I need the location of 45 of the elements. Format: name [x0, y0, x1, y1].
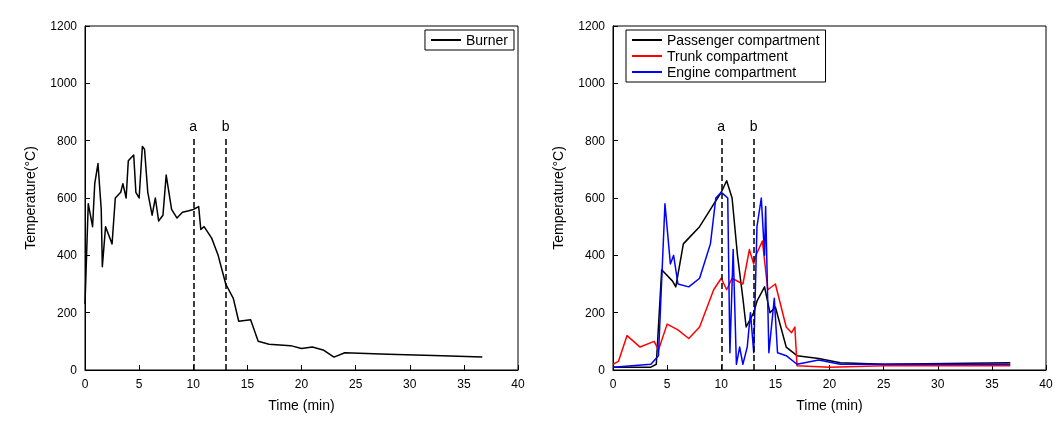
y-tick-label: 1200 — [578, 19, 606, 33]
x-tick-label: 5 — [135, 377, 143, 391]
y-tick-label: 800 — [584, 133, 606, 148]
ref-line-label: b — [749, 117, 758, 134]
x-tick-label: 40 — [511, 377, 525, 391]
x-tick-label: 0 — [81, 377, 89, 391]
y-axis-title: Temperature(°C) — [550, 146, 566, 250]
x-tick-label: 40 — [1039, 377, 1053, 391]
ref-line-label: a — [717, 117, 726, 134]
y-tick-label: 600 — [56, 191, 78, 205]
x-tick-label: 35 — [457, 377, 471, 391]
x-tick-label: 15 — [768, 377, 783, 391]
x-tick-label: 15 — [240, 377, 255, 391]
x-tick-label: 5 — [663, 377, 671, 391]
y-tick-label: 200 — [584, 305, 606, 320]
x-tick-label: 30 — [931, 377, 945, 391]
x-tick-label: 0 — [609, 377, 617, 391]
y-tick-label: 600 — [584, 191, 606, 205]
y-tick-label: 800 — [56, 133, 78, 148]
y-tick-label: 0 — [598, 363, 606, 377]
y-tick-label: 200 — [56, 305, 78, 320]
ref-line-label: b — [221, 117, 230, 134]
x-tick-label: 10 — [714, 377, 729, 391]
x-tick-label: 10 — [186, 377, 201, 391]
y-tick-label: 400 — [56, 248, 78, 263]
ref-line-label: a — [189, 117, 198, 134]
x-axis-title: Time (min) — [796, 397, 863, 413]
legend-label: Engine compartment — [667, 64, 797, 80]
y-tick-label: 1000 — [50, 76, 78, 91]
x-tick-label: 30 — [403, 377, 417, 391]
legend-label: Passenger compartment — [667, 32, 820, 48]
y-axis-title: Temperature(°C) — [22, 146, 38, 250]
x-tick-label: 20 — [294, 377, 309, 391]
y-tick-label: 1200 — [50, 19, 78, 33]
x-tick-label: 20 — [822, 377, 837, 391]
x-tick-label: 25 — [348, 377, 363, 391]
x-tick-label: 35 — [985, 377, 999, 391]
y-tick-label: 1000 — [578, 76, 606, 91]
line-series — [612, 240, 1012, 368]
y-tick-label: 400 — [584, 248, 606, 263]
x-axis-title: Time (min) — [268, 397, 335, 413]
y-tick-label: 0 — [70, 363, 78, 377]
legend-label: Burner — [465, 32, 509, 48]
legend-label: Trunk compartment — [667, 48, 788, 64]
x-tick-label: 25 — [876, 377, 891, 391]
